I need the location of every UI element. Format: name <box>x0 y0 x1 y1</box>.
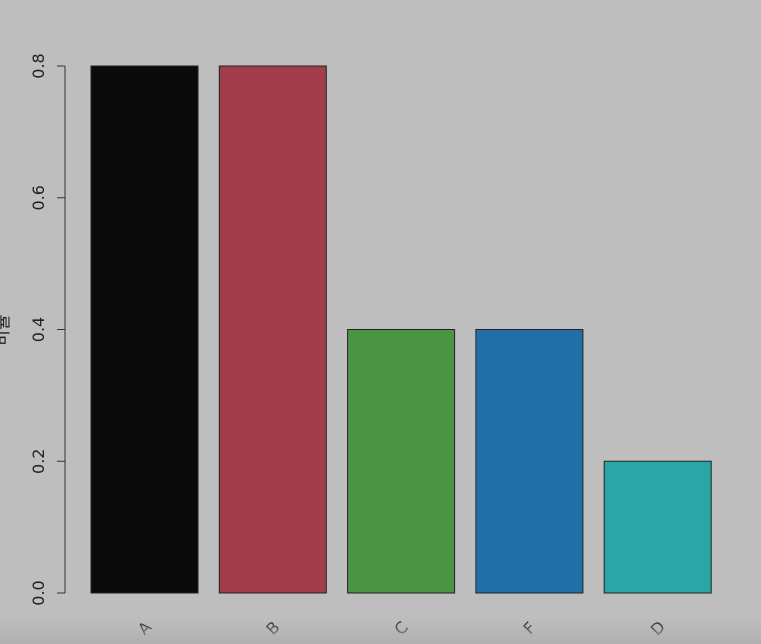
bar-B <box>218 65 327 594</box>
x-tick-label: B <box>262 618 283 639</box>
bar-D <box>603 460 712 594</box>
y-axis: 0.0 0.2 0.4 0.6 0.8 <box>29 53 66 606</box>
y-tick-label: 0.4 <box>29 317 48 342</box>
x-tick-label: F <box>520 618 540 638</box>
bar-C <box>347 329 456 594</box>
x-tick-label: A <box>134 617 155 638</box>
y-axis-label: 비율 <box>0 314 13 345</box>
y-tick-label: 0.6 <box>29 185 48 210</box>
y-tick-label: 0.2 <box>29 449 48 474</box>
bar-F <box>475 329 584 594</box>
y-tick-label: 0.0 <box>29 580 48 605</box>
bar-A <box>90 65 199 594</box>
x-tick-label: D <box>647 617 669 639</box>
y-tick-label: 0.8 <box>29 53 48 78</box>
x-axis-label: □□□□□ <box>363 636 439 644</box>
